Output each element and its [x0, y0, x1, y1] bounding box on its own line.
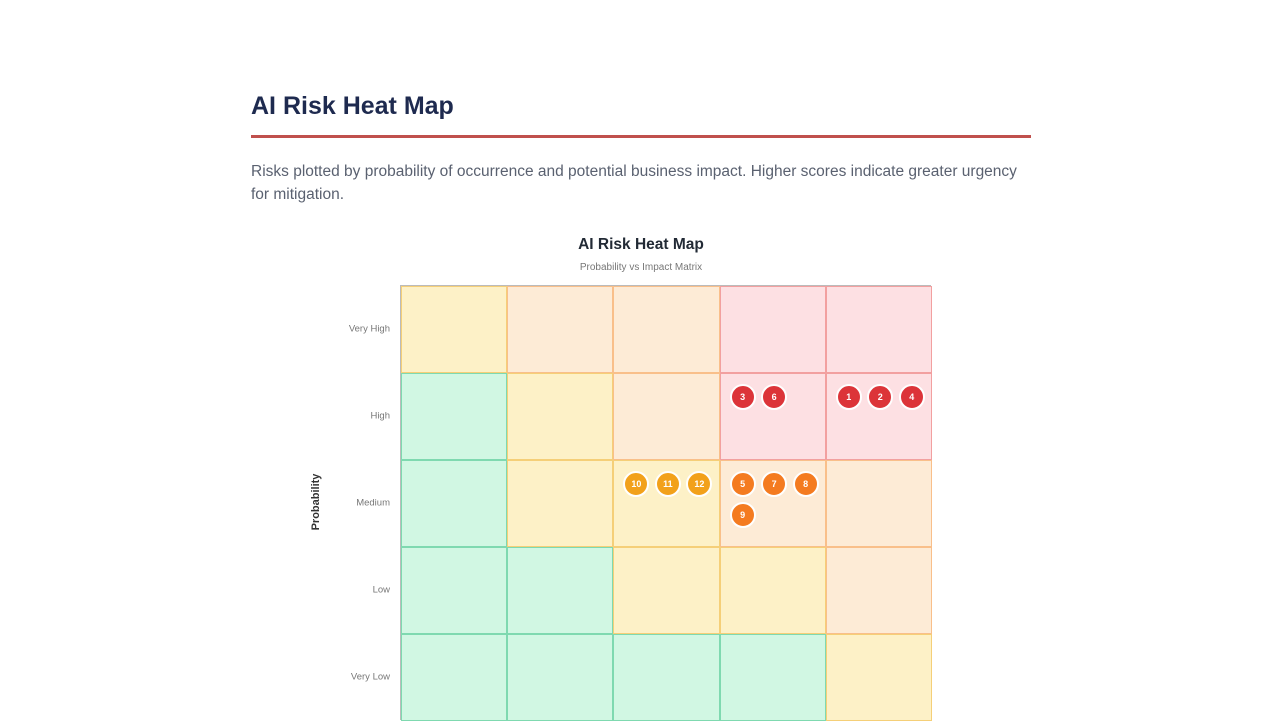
heatmap-cell-high [507, 286, 614, 373]
risk-marker[interactable]: 1 [835, 384, 862, 410]
page-title: AI Risk Heat Map [251, 92, 454, 120]
heatmap-cell-low [507, 634, 614, 721]
title-divider [251, 135, 1031, 138]
heatmap-cell-low [719, 634, 826, 721]
risk-marker[interactable]: 7 [761, 471, 788, 497]
chart-title: AI Risk Heat Map [578, 236, 704, 253]
y-tick-label: Very Low [350, 671, 390, 682]
risk-marker[interactable]: 8 [792, 471, 819, 497]
heatmap-cell-low [401, 373, 508, 460]
heatmap-cell-low [401, 460, 508, 547]
heatmap-cell-critical [719, 286, 826, 373]
heatmap-cell-medium [613, 547, 720, 634]
heatmap-cell-high [613, 286, 720, 373]
heatmap-cell-low [507, 547, 614, 634]
risk-marker[interactable]: 3 [729, 384, 756, 410]
y-tick-label: Medium [356, 497, 390, 508]
risk-marker[interactable]: 6 [761, 384, 788, 410]
risk-marker[interactable]: 10 [623, 471, 650, 497]
heatmap-cell-medium [507, 460, 614, 547]
risk-marker[interactable]: 12 [686, 471, 713, 497]
risk-marker[interactable]: 5 [729, 471, 756, 497]
heatmap-cell-medium [401, 286, 508, 373]
heatmap-cell-high [825, 547, 932, 634]
risk-marker[interactable]: 9 [729, 502, 756, 528]
y-tick-label: Very High [348, 323, 390, 334]
heatmap-cell-low [401, 634, 508, 721]
y-axis-label: Probability [310, 473, 322, 531]
heatmap-cell-high [825, 460, 932, 547]
y-tick-label: High [370, 410, 390, 421]
heatmap-cell-medium [507, 373, 614, 460]
heatmap-cell-critical [825, 286, 932, 373]
heatmap-cell-medium [719, 547, 826, 634]
risk-marker[interactable]: 2 [867, 384, 894, 410]
heatmap-cell-high [613, 373, 720, 460]
heatmap-cell-low [401, 547, 508, 634]
risk-marker[interactable]: 4 [898, 384, 925, 410]
chart-subtitle: Probability vs Impact Matrix [579, 262, 703, 273]
page-description: Risks plotted by probability of occurren… [251, 163, 1017, 203]
heatmap-cell-low [613, 634, 720, 721]
y-tick-label: Low [372, 584, 390, 595]
heatmap-cell-medium [825, 634, 932, 721]
risk-marker[interactable]: 11 [654, 471, 681, 497]
heatmap-grid: 1 2 4 3 6 5 7 8 9 10 11 12 [400, 285, 932, 721]
